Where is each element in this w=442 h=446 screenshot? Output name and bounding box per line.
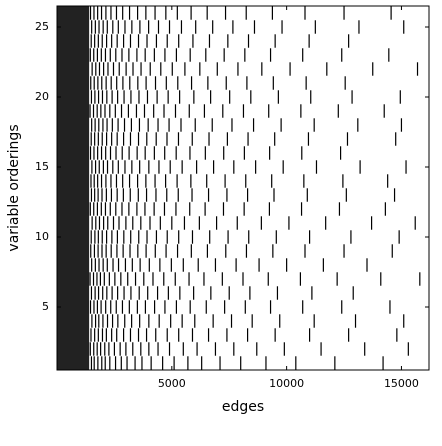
y-tick-label: 15 bbox=[35, 160, 49, 173]
y-tick-label: 20 bbox=[35, 90, 49, 103]
plot-frame bbox=[56, 5, 430, 371]
x-tick-label: 5000 bbox=[158, 377, 186, 390]
y-tick-label: 25 bbox=[35, 20, 49, 33]
x-tick-label: 15000 bbox=[384, 377, 419, 390]
x-tick-label: 10000 bbox=[269, 377, 304, 390]
solid-region bbox=[57, 6, 90, 370]
y-tick-label: 5 bbox=[42, 300, 49, 313]
x-axis-label: edges bbox=[222, 399, 264, 415]
y-tick-label: 10 bbox=[35, 230, 49, 243]
y-axis-label: variable orderings bbox=[6, 124, 22, 251]
